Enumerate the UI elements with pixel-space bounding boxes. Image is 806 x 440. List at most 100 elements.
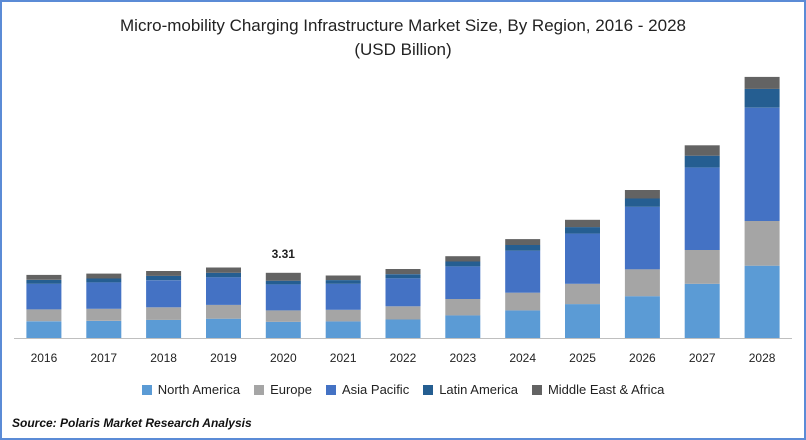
source-note: Source: Polaris Market Research Analysis: [12, 416, 252, 430]
x-tick-label-2017: 2017: [90, 351, 117, 365]
x-tick-label-2021: 2021: [330, 351, 357, 365]
x-tick-label-2026: 2026: [629, 351, 656, 365]
x-tick-label-2023: 2023: [449, 351, 476, 365]
legend-swatch: [254, 384, 265, 395]
bar-segment-2024-middle-east-africa: [505, 239, 541, 245]
bar-segment-2021-europe: [325, 309, 361, 322]
bar-segment-2018-middle-east-africa: [146, 271, 182, 276]
bar-segment-2016-latin-america: [26, 279, 62, 284]
bar-segment-2022-asia-pacific: [385, 278, 421, 307]
bar-segment-2028-middle-east-africa: [744, 76, 780, 89]
legend-item-middle-east-africa: Middle East & Africa: [531, 382, 665, 397]
x-tick-label-2028: 2028: [749, 351, 776, 365]
bar-segment-2016-north-america: [26, 321, 62, 338]
bar-segment-2019-asia-pacific: [206, 277, 241, 305]
bar-segment-2020-europe: [265, 310, 301, 322]
x-tick-label-2019: 2019: [210, 351, 237, 365]
x-tick-label-2018: 2018: [150, 351, 177, 365]
x-tick-label-2024: 2024: [509, 351, 536, 365]
x-tick-label-2027: 2027: [689, 351, 716, 365]
bar-segment-2020-asia-pacific: [265, 284, 301, 311]
legend-item-asia-pacific: Asia Pacific: [326, 382, 409, 397]
bar-segment-2024-latin-america: [505, 245, 541, 251]
bar-segment-2024-asia-pacific: [505, 250, 541, 293]
bar-segment-2016-europe: [26, 309, 62, 322]
bar-segment-2028-asia-pacific: [744, 107, 780, 221]
legend-item-north-america: North America: [141, 382, 241, 397]
bar-segment-2022-middle-east-africa: [385, 269, 421, 275]
legend-label: Middle East & Africa: [547, 382, 665, 397]
bar-segment-2019-north-america: [206, 318, 241, 338]
bar-segment-2017-asia-pacific: [86, 282, 122, 309]
bar-segment-2021-asia-pacific: [325, 283, 361, 310]
bar-segment-2020-latin-america: [265, 280, 301, 285]
bar-segment-2016-middle-east-africa: [26, 274, 62, 280]
bar-segment-2025-asia-pacific: [565, 233, 600, 284]
chart-title-main: Micro-mobility Charging Infrastructure M…: [120, 16, 686, 35]
bar-segment-2020-middle-east-africa: [265, 272, 301, 281]
legend-label: Asia Pacific: [342, 382, 410, 397]
bar-segment-2018-latin-america: [146, 275, 182, 281]
x-tick-label-2016: 2016: [31, 351, 58, 365]
bar-segment-2022-north-america: [385, 319, 421, 338]
bar-segment-2028-europe: [744, 221, 780, 266]
bar-segment-2019-middle-east-africa: [206, 267, 241, 273]
bar-segment-2027-europe: [684, 249, 720, 284]
bar-segment-2023-asia-pacific: [445, 266, 481, 299]
legend-item-latin-america: Latin America: [423, 382, 518, 397]
bar-segment-2018-north-america: [146, 319, 182, 338]
legend-label: Europe: [270, 382, 312, 397]
chart-subtitle: (USD Billion): [354, 40, 452, 59]
chart-legend: North America Europe Asia Pacific Latin Ame…: [2, 382, 804, 398]
bar-segment-2023-europe: [445, 299, 481, 316]
bar-segment-2027-middle-east-africa: [684, 145, 720, 156]
bar-segment-2023-north-america: [445, 315, 481, 338]
bar-segment-2027-asia-pacific: [684, 167, 720, 250]
x-tick-label-2020: 2020: [270, 351, 297, 365]
bar-segment-2026-asia-pacific: [624, 206, 660, 270]
x-tick-label-2022: 2022: [390, 351, 417, 365]
data-label-2020: 3.31: [272, 247, 296, 261]
bar-segment-2024-europe: [505, 292, 541, 311]
bar-segment-2017-latin-america: [86, 278, 122, 283]
chart-plot: 2016 2017 2018 2019 2020 3.31 2021 2022 2023 2024…: [14, 76, 792, 365]
legend-swatch: [531, 384, 542, 395]
bar-segment-2027-north-america: [684, 283, 720, 338]
bar-segment-2024-north-america: [505, 310, 541, 338]
bar-segment-2021-latin-america: [325, 280, 361, 284]
bar-segment-2017-middle-east-africa: [86, 273, 122, 279]
bar-segment-2026-europe: [624, 269, 660, 297]
legend-label: North America: [157, 382, 241, 397]
bar-segment-2023-latin-america: [445, 261, 481, 267]
legend-item-europe: Europe: [254, 382, 312, 397]
bar-segment-2027-latin-america: [684, 155, 720, 168]
bar-segment-2020-north-america: [265, 321, 301, 338]
bar-segment-2026-north-america: [624, 296, 660, 338]
bar-segment-2028-north-america: [744, 265, 780, 338]
bar-segment-2017-north-america: [86, 320, 122, 338]
bar-segment-2025-middle-east-africa: [565, 219, 600, 228]
legend-swatch: [423, 384, 434, 395]
bar-segment-2023-middle-east-africa: [445, 256, 481, 262]
bar-segment-2022-latin-america: [385, 274, 421, 279]
bar-segment-2021-north-america: [325, 321, 361, 338]
bar-segment-2025-europe: [565, 283, 600, 305]
bar-segment-2022-europe: [385, 306, 421, 320]
legend-swatch: [326, 384, 336, 395]
bar-segment-2028-latin-america: [744, 88, 780, 108]
legend-label: Latin America: [439, 382, 518, 397]
bar-segment-2019-europe: [206, 304, 241, 319]
bar-segment-2018-europe: [146, 307, 182, 320]
bar-segment-2026-latin-america: [624, 198, 660, 207]
bar-segment-2021-middle-east-africa: [325, 275, 361, 280]
bar-segment-2016-asia-pacific: [26, 283, 62, 310]
bar-segment-2018-asia-pacific: [146, 280, 182, 308]
x-tick-label-2025: 2025: [569, 351, 596, 365]
bar-segment-2025-north-america: [565, 304, 600, 338]
bar-segment-2017-europe: [86, 308, 122, 321]
legend-swatch: [141, 384, 152, 395]
chart-title: Micro-mobility Charging Infrastructure M…: [2, 14, 804, 62]
bar-segment-2026-middle-east-africa: [624, 190, 660, 199]
bar-segment-2019-latin-america: [206, 272, 241, 278]
